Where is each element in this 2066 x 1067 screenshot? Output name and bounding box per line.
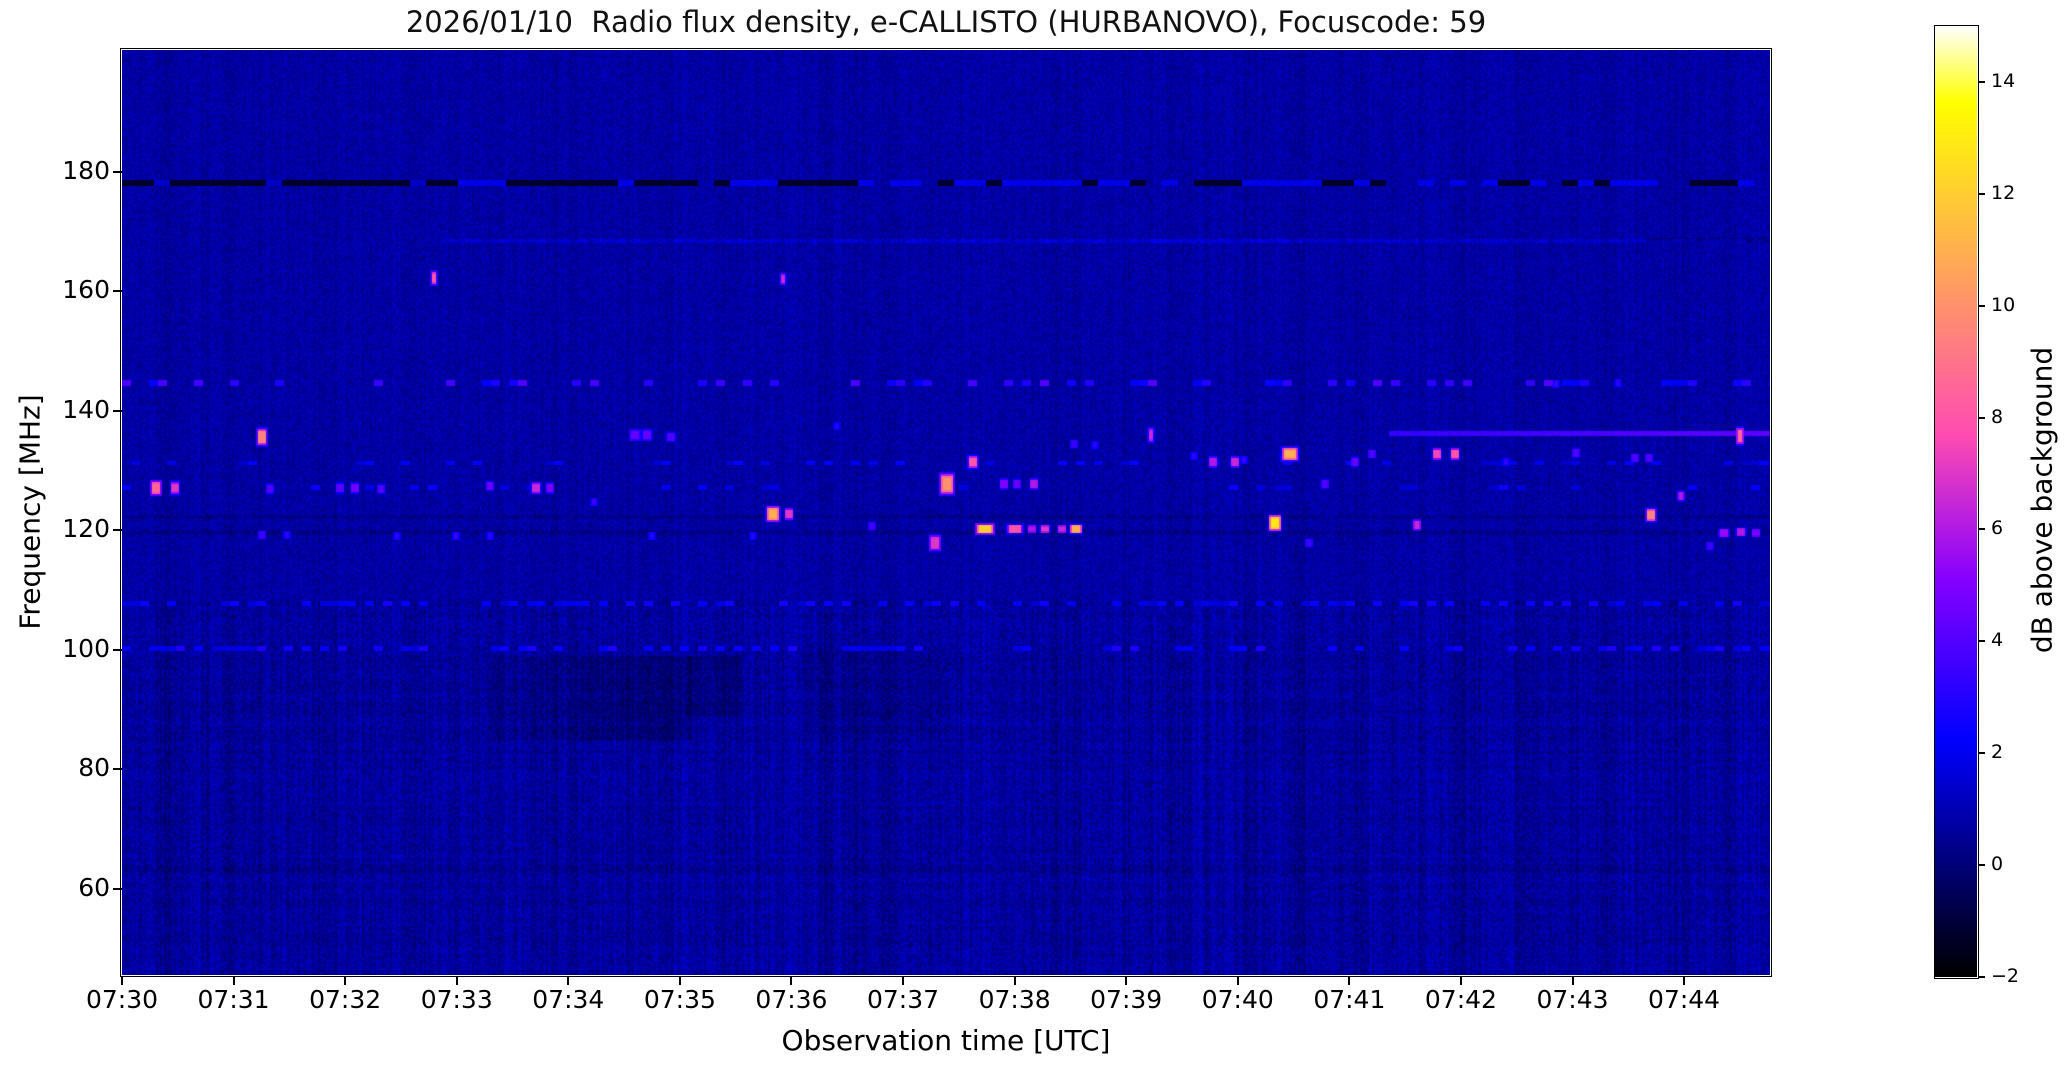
- colorbar-gradient: [1935, 26, 1977, 977]
- y-tick-mark: [113, 290, 122, 293]
- y-tick-label: 180: [62, 155, 110, 185]
- colorbar-tick-label: 10: [1991, 293, 2016, 316]
- colorbar-tick-label: 12: [1991, 181, 2016, 204]
- colorbar-tick-label: 4: [1991, 629, 2004, 652]
- colorbar-tick-mark: [1978, 752, 1985, 755]
- x-tick-mark: [790, 976, 793, 985]
- colorbar-tick-label: 2: [1991, 741, 2004, 764]
- spectrogram-canvas: [122, 50, 1770, 975]
- x-tick-label: 07:44: [1648, 985, 1721, 1014]
- plot-border: [120, 48, 1772, 977]
- x-tick-label: 07:35: [643, 985, 716, 1014]
- colorbar-tick-label: −2: [1991, 965, 2020, 987]
- colorbar-tick-mark: [1978, 864, 1985, 867]
- colorbar-border: [1934, 25, 1979, 979]
- colorbar-tick-label: 0: [1991, 853, 2004, 876]
- y-tick-mark: [113, 887, 122, 890]
- x-tick-mark: [1459, 976, 1462, 985]
- y-tick-label: 100: [62, 633, 110, 663]
- x-tick-label: 07:37: [867, 985, 940, 1014]
- colorbar-label: dB above background: [2025, 346, 2059, 654]
- colorbar-tick-mark: [1978, 528, 1985, 531]
- chart-title: 2026/01/10 Radio flux density, e-CALLIST…: [405, 5, 1487, 39]
- y-tick-label: 120: [62, 514, 110, 544]
- x-tick-mark: [232, 976, 235, 985]
- colorbar-tick-mark: [1978, 304, 1985, 307]
- x-tick-label: 07:32: [309, 985, 382, 1014]
- colorbar-tick-label: 8: [1991, 405, 2004, 428]
- x-tick-label: 07:39: [1090, 985, 1163, 1014]
- y-tick-label: 80: [78, 753, 110, 783]
- x-tick-mark: [1013, 976, 1016, 985]
- x-tick-mark: [1571, 976, 1574, 985]
- y-tick-mark: [113, 409, 122, 412]
- y-tick-label: 140: [62, 394, 110, 424]
- x-tick-label: 07:31: [197, 985, 270, 1014]
- x-tick-mark: [678, 976, 681, 985]
- x-axis-label: Observation time [UTC]: [781, 1024, 1111, 1057]
- x-tick-mark: [902, 976, 905, 985]
- x-tick-mark: [1683, 976, 1686, 985]
- y-tick-label: 60: [78, 872, 110, 902]
- y-tick-mark: [113, 529, 122, 532]
- colorbar-tick-mark: [1978, 640, 1985, 643]
- y-tick-mark: [113, 768, 122, 771]
- x-tick-mark: [1236, 976, 1239, 985]
- y-tick-mark: [113, 170, 122, 173]
- x-tick-label: 07:34: [532, 985, 605, 1014]
- x-tick-label: 07:43: [1536, 985, 1609, 1014]
- colorbar-tick-mark: [1978, 80, 1985, 83]
- x-tick-label: 07:36: [755, 985, 828, 1014]
- y-axis-label: Frequency [MHz]: [13, 394, 47, 630]
- colorbar-tick-mark: [1978, 416, 1985, 419]
- x-tick-mark: [344, 976, 347, 985]
- x-tick-label: 07:38: [978, 985, 1051, 1014]
- x-tick-label: 07:33: [420, 985, 493, 1014]
- x-tick-mark: [567, 976, 570, 985]
- y-tick-label: 160: [62, 275, 110, 305]
- y-tick-mark: [113, 648, 122, 651]
- x-tick-label: 07:40: [1201, 985, 1274, 1014]
- colorbar-tick-label: 14: [1991, 69, 2016, 92]
- x-tick-label: 07:30: [85, 985, 159, 1014]
- x-tick-mark: [1348, 976, 1351, 985]
- x-tick-mark: [455, 976, 458, 985]
- x-tick-label: 07:42: [1424, 985, 1497, 1014]
- colorbar-tick-label: 6: [1991, 517, 2004, 540]
- x-tick-mark: [1125, 976, 1128, 985]
- colorbar-tick-mark: [1978, 192, 1985, 195]
- x-tick-mark: [121, 976, 123, 985]
- colorbar-tick-mark: [1978, 976, 1985, 978]
- x-tick-label: 07:41: [1313, 985, 1386, 1014]
